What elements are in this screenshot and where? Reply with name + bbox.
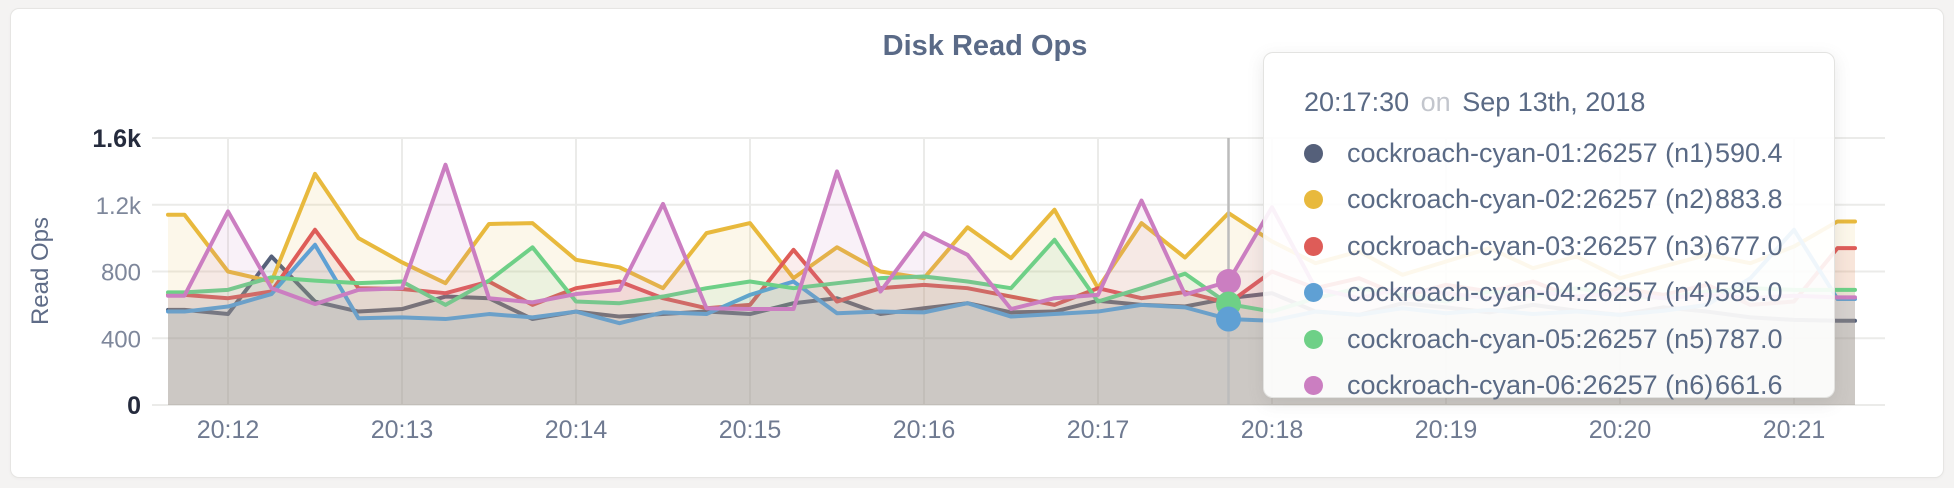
series-name: cockroach-cyan-05:26257 (n5) [1347,323,1714,354]
x-axis-tick-label: 20:20 [1589,416,1652,444]
chart-title: Disk Read Ops [882,30,1088,62]
y-axis-tick-label: 1.6k [92,125,141,153]
series-value: 787.0 [1715,323,1783,354]
y-axis-tick-label: 1.2k [96,193,142,220]
tooltip-series-row: cockroach-cyan-02:26257 (n2) 883.8 [1301,177,1804,224]
hover-dot-n4 [1216,306,1241,332]
tooltip-series-row: cockroach-cyan-01:26257 (n1) 590.4 [1301,130,1804,177]
x-axis-tick-label: 20:12 [197,416,260,444]
tooltip-series-row: cockroach-cyan-06:26257 (n6) 661.6 [1301,363,1804,410]
series-color-dot-n1 [1304,143,1323,163]
series-color-dot-n5 [1304,329,1323,349]
x-axis-tick-label: 20:13 [371,416,434,444]
x-axis-tick-label: 20:21 [1763,416,1826,444]
hover-tooltip: 20:17:30 on Sep 13th, 2018 cockroach-cya… [1263,52,1835,400]
y-axis-tick-label: 400 [101,326,141,353]
tooltip-time: 20:17:30 [1304,87,1410,117]
series-color-dot-n3 [1304,236,1323,256]
x-axis-tick-label: 20:17 [1067,416,1130,444]
x-axis-tick-label: 20:18 [1241,416,1304,444]
series-value: 585.0 [1715,277,1783,308]
hover-dot-n6 [1216,269,1241,295]
series-value: 661.6 [1715,370,1783,401]
y-axis-tick-label: 0 [127,392,141,420]
tooltip-series-row: cockroach-cyan-04:26257 (n4) 585.0 [1301,270,1804,317]
x-axis-tick-label: 20:16 [893,416,956,444]
x-axis-tick-label: 20:15 [719,416,782,444]
x-axis-tick-label: 20:14 [545,416,608,444]
series-name: cockroach-cyan-01:26257 (n1) [1347,137,1714,168]
series-value: 590.4 [1715,137,1783,168]
series-color-dot-n2 [1304,190,1323,210]
y-axis-tick-label: 800 [101,260,141,287]
series-value: 677.0 [1715,230,1783,261]
tooltip-header: 20:17:30 on Sep 13th, 2018 [1304,87,1804,118]
series-name: cockroach-cyan-03:26257 (n3) [1347,230,1714,261]
tooltip-conjunction: on [1420,87,1451,117]
series-value: 883.8 [1715,184,1783,215]
tooltip-series-row: cockroach-cyan-05:26257 (n5) 787.0 [1301,316,1804,363]
y-axis-label: Read Ops [27,217,54,325]
series-name: cockroach-cyan-04:26257 (n4) [1347,277,1714,308]
x-axis-tick-label: 20:19 [1415,416,1478,444]
series-name: cockroach-cyan-02:26257 (n2) [1347,184,1714,215]
series-color-dot-n4 [1304,283,1323,303]
tooltip-date: Sep 13th, 2018 [1462,87,1646,117]
tooltip-series-row: cockroach-cyan-03:26257 (n3) 677.0 [1301,223,1804,270]
series-color-dot-n6 [1304,376,1323,396]
series-name: cockroach-cyan-06:26257 (n6) [1347,370,1714,401]
